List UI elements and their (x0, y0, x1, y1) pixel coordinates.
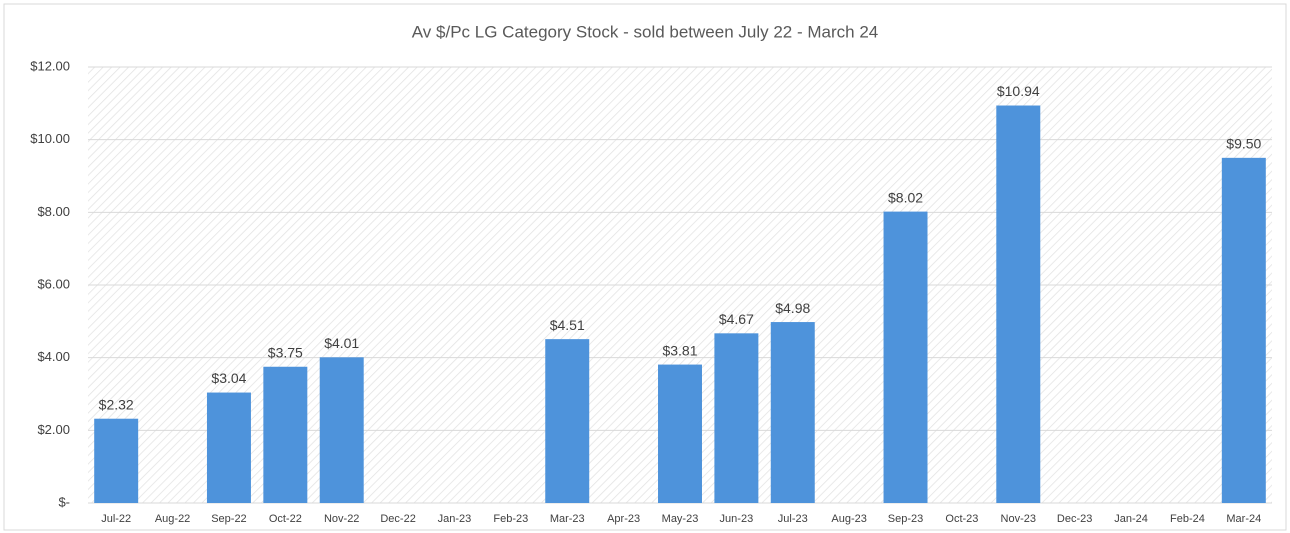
x-tick-label: Oct-22 (269, 513, 302, 525)
y-tick-label: $10.00 (30, 131, 70, 146)
y-tick-label: $4.00 (37, 349, 70, 364)
bar (545, 339, 590, 503)
bar (714, 333, 759, 503)
y-tick-label: $12.00 (30, 58, 70, 73)
bar (94, 418, 139, 503)
x-tick-label: Dec-23 (1057, 513, 1092, 525)
x-tick-label: Nov-23 (1001, 513, 1036, 525)
x-tick-label: Jul-22 (101, 513, 131, 525)
bar (658, 364, 702, 503)
data-label: $2.32 (99, 396, 134, 412)
data-label: $9.50 (1226, 136, 1261, 152)
data-label: $3.81 (662, 342, 697, 358)
bar (883, 211, 928, 503)
x-tick-label: Oct-23 (945, 513, 978, 525)
bar (206, 392, 251, 503)
bar (770, 322, 815, 503)
y-tick-label: $6.00 (37, 276, 70, 291)
chart-title: Av $/Pc LG Category Stock - sold between… (412, 22, 878, 41)
x-tick-label: Aug-22 (155, 513, 190, 525)
data-label: $8.02 (888, 189, 923, 205)
data-label: $4.98 (775, 300, 810, 316)
x-tick-label: Feb-23 (493, 513, 528, 525)
x-tick-label: Nov-22 (324, 513, 359, 525)
bar (263, 366, 308, 503)
x-tick-label: Apr-23 (607, 513, 640, 525)
x-tick-label: Mar-24 (1226, 513, 1261, 525)
x-tick-label: Jun-23 (720, 513, 754, 525)
bar (319, 357, 364, 503)
data-label: $4.51 (550, 317, 585, 333)
x-tick-label: May-23 (662, 513, 699, 525)
data-label: $10.94 (997, 83, 1040, 99)
x-tick-label: Dec-22 (380, 513, 415, 525)
y-tick-label: $- (58, 494, 70, 509)
data-label: $3.04 (211, 370, 246, 386)
x-tick-label: Jan-23 (438, 513, 472, 525)
x-tick-label: Sep-22 (211, 513, 246, 525)
y-tick-label: $2.00 (37, 422, 70, 437)
x-tick-label: Aug-23 (831, 513, 866, 525)
data-label: $4.01 (324, 335, 359, 351)
bar (1221, 157, 1266, 504)
x-tick-label: Sep-23 (888, 513, 923, 525)
x-tick-label: Jul-23 (778, 513, 808, 525)
y-tick-label: $8.00 (37, 204, 70, 219)
data-label: $3.75 (268, 344, 303, 360)
data-label: $4.67 (719, 311, 754, 327)
x-tick-label: Jan-24 (1114, 513, 1148, 525)
x-tick-label: Feb-24 (1170, 513, 1205, 525)
x-tick-label: Mar-23 (550, 513, 585, 525)
bar (996, 105, 1041, 503)
